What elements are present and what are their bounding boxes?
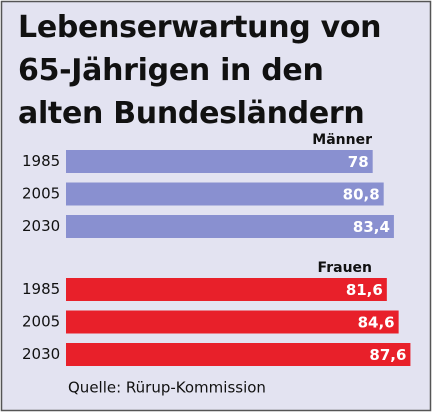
bar xyxy=(66,182,384,206)
y-tick-label: 2030 xyxy=(22,217,60,235)
value-label: 87,6 xyxy=(369,346,406,364)
y-tick-label: 1985 xyxy=(22,152,60,170)
bar xyxy=(66,150,373,173)
value-label: 78 xyxy=(348,153,369,171)
bar xyxy=(66,343,411,366)
y-tick-label: 2005 xyxy=(22,313,60,331)
value-label: 83,4 xyxy=(353,218,390,236)
y-tick-label: 1985 xyxy=(22,280,60,298)
y-tick-label: 2005 xyxy=(22,185,60,203)
value-label: 84,6 xyxy=(358,314,395,332)
value-label: 80,8 xyxy=(343,186,380,204)
group-label: Frauen xyxy=(318,260,372,276)
source: Quelle: Rürup-Kommission xyxy=(68,379,266,397)
bar xyxy=(66,215,394,238)
y-tick-label: 2030 xyxy=(22,345,60,363)
group-label: Männer xyxy=(312,132,372,148)
bar xyxy=(66,278,387,301)
value-label: 81,6 xyxy=(346,281,383,299)
bar xyxy=(66,310,399,334)
chart-title: Lebenserwartung von 65-Jährigen in den a… xyxy=(18,10,382,131)
